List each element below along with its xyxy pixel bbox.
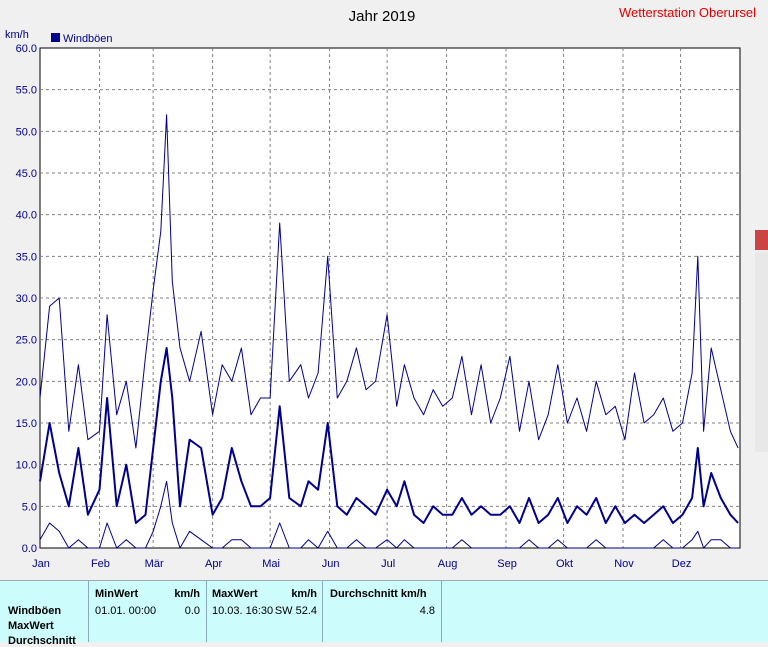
x-axis-ticks: Jan Feb Mär Apr Mai Jun Jul Aug Sep Okt Nov Dez — [32, 558, 691, 570]
x-tick-label: Feb — [91, 558, 110, 570]
window-edge-strip — [755, 252, 768, 452]
x-tick-label: Mär — [145, 558, 164, 570]
y-tick-label: 20.0 — [16, 376, 37, 388]
max-date: 10.03. 16:30 — [212, 605, 274, 617]
x-tick-label: Jul — [381, 558, 395, 570]
max-column: MaxWert km/h 10.03. 16:30 SW 52.4 — [206, 581, 323, 642]
y-tick-label: 50.0 — [16, 126, 37, 138]
max-value: SW 52.4 — [274, 605, 317, 617]
average-column: Durchschnitt km/h 4.8 — [323, 581, 442, 642]
average-header: Durchschnitt km/h — [330, 588, 427, 600]
y-tick-label: 5.0 — [22, 501, 37, 513]
legend-label: Windböen — [63, 33, 113, 45]
y-tick-label: 60.0 — [16, 43, 37, 55]
average-value: 4.8 — [419, 605, 435, 617]
row-label-max: MaxWert — [8, 620, 54, 632]
x-tick-label: Aug — [438, 558, 458, 570]
row-label-average: Durchschnitt — [8, 635, 76, 647]
x-tick-label: Okt — [556, 558, 573, 570]
y-tick-label: 55.0 — [16, 85, 37, 97]
station-name: Wetterstation Oberursel — [618, 5, 756, 20]
statistics-table: Windböen MaxWert Durchschnitt MinWert km… — [0, 580, 768, 647]
x-tick-label: Sep — [497, 558, 517, 570]
y-tick-label: 30.0 — [16, 293, 37, 305]
min-column: MinWert km/h 01.01. 00:00 0.0 — [88, 581, 207, 642]
row-label-gusts: Windböen — [8, 605, 62, 617]
y-axis-ticks: 0.0 5.0 10.0 15.0 20.0 25.0 30.0 35.0 40.0 45.0 50… — [16, 43, 37, 555]
grid-lines — [40, 48, 740, 548]
y-axis-label: km/h — [5, 29, 29, 41]
y-tick-label: 25.0 — [16, 335, 37, 347]
window-edge-strip — [755, 230, 768, 250]
y-tick-label: 35.0 — [16, 251, 37, 263]
x-tick-label: Jan — [32, 558, 50, 570]
y-tick-label: 40.0 — [16, 210, 37, 222]
max-unit: km/h — [291, 588, 317, 600]
x-tick-label: Apr — [205, 558, 222, 570]
min-date: 01.01. 00:00 — [95, 605, 157, 617]
min-unit: km/h — [174, 588, 200, 600]
legend-swatch — [51, 33, 60, 42]
wind-gust-chart: Jahr 2019 km/h Windböen 0.0 5.0 10.0 15.0 20… — [5, 8, 741, 570]
y-tick-label: 15.0 — [16, 418, 37, 430]
min-value: 0.0 — [184, 605, 200, 617]
y-tick-label: 10.0 — [16, 460, 37, 472]
y-tick-label: 0.0 — [22, 543, 37, 555]
chart-title: Jahr 2019 — [349, 8, 416, 25]
series-line-min — [39, 480, 739, 549]
series-line-average — [39, 347, 739, 524]
x-tick-label: Dez — [672, 558, 692, 570]
x-tick-label: Nov — [614, 558, 634, 570]
min-header: MinWert — [95, 588, 139, 600]
series-lines — [39, 114, 739, 549]
x-tick-label: Jun — [322, 558, 340, 570]
y-tick-label: 45.0 — [16, 168, 37, 180]
x-tick-label: Mai — [262, 558, 280, 570]
max-header: MaxWert — [212, 588, 258, 600]
series-line-max — [39, 114, 739, 449]
